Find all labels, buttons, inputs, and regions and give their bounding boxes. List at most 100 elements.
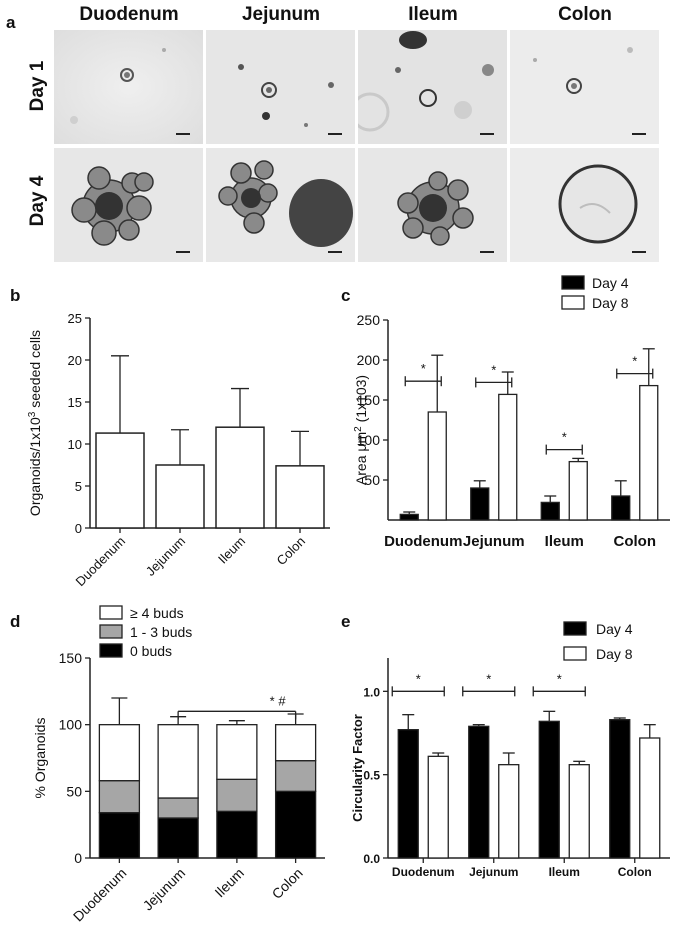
e-bar-jejunum-1 <box>498 764 520 859</box>
c-x-tick-label: Ileum <box>545 533 584 550</box>
column-header-colon: Colon <box>558 4 612 25</box>
panel-a-letter: a <box>6 13 16 32</box>
c-legend-label-1: Day 8 <box>592 295 629 311</box>
b-y-tick-label: 25 <box>68 311 82 326</box>
b-bar-colon <box>275 465 325 529</box>
c-significance-jejunum-label: * <box>491 362 496 377</box>
c-bar-ileum-day-4 <box>540 501 560 521</box>
d-annotation: * # <box>270 693 287 708</box>
e-significance-duodenum-label: * <box>416 671 421 686</box>
d-bar-jejunum-segment-2 <box>157 724 199 799</box>
e-significance-jejunum-label: * <box>486 671 491 686</box>
c-legend-swatch-1 <box>561 295 585 310</box>
d-bar-jejunum-segment-0 <box>157 817 199 859</box>
d-y-axis-label: % Organoids <box>32 718 48 799</box>
e-bar-ileum-0 <box>538 720 560 859</box>
chart-b: 0 5 10 15 20 25 Duodenum Jejunum Ileum Colon Organ… <box>27 311 330 590</box>
e-x-tick-label: Duodenum <box>392 865 455 879</box>
e-bar-colon-1 <box>639 737 661 859</box>
chart-d: 0 50 100 150 Duodenum Jejunum Ileum Colon % Orga… <box>32 605 325 925</box>
e-x-tick-label: Colon <box>618 865 652 879</box>
d-bar-jejunum-segment-1 <box>157 797 199 819</box>
column-header-ileum: Ileum <box>408 4 458 25</box>
e-bar-duodenum-1 <box>427 755 449 859</box>
d-y-tick-label: 50 <box>66 783 82 799</box>
micrograph-jejunum-day1 <box>206 30 355 144</box>
panel-c-letter: c <box>341 286 351 305</box>
d-bar-colon-segment-1 <box>274 760 317 792</box>
c-y-axis-label: Area μm2 (1x103) <box>353 375 370 485</box>
e-x-tick-label: Jejunum <box>469 865 518 879</box>
c-bar-jejunum-day-4 <box>470 487 490 521</box>
d-bar-duodenum-segment-0 <box>98 812 141 859</box>
d-bar-ileum-segment-0 <box>216 810 258 859</box>
c-significance-colon-label: * <box>632 354 637 369</box>
c-bar-ileum-day-8 <box>568 460 588 521</box>
d-legend-label-0: ≥ 4 buds <box>130 605 184 621</box>
e-y-tick-label: 0.5 <box>363 769 380 783</box>
column-header-jejunum: Jejunum <box>241 4 321 25</box>
d-bar-duodenum-segment-1 <box>98 780 141 814</box>
d-bar-ileum-segment-2 <box>216 724 258 780</box>
panel-e-letter: e <box>341 612 351 631</box>
micrograph-duodenum-day4 <box>54 148 203 262</box>
micrograph-duodenum-day1 <box>54 30 203 144</box>
e-bar-colon-0 <box>609 719 631 859</box>
c-y-tick-label: 250 <box>357 312 381 328</box>
d-bar-colon-segment-0 <box>274 790 317 859</box>
d-y-tick-label: 0 <box>74 850 82 866</box>
chart-c: 50 100 150 200 250 * Duodenum * Jejunum * Ileum * Co… <box>353 275 670 550</box>
d-legend-swatch-0 <box>99 605 123 620</box>
b-y-tick-label: 0 <box>75 521 82 536</box>
d-bar-ileum-segment-1 <box>216 778 258 812</box>
d-x-tick-label: Duodenum <box>70 865 130 925</box>
b-x-tick-label: Duodenum <box>73 534 129 590</box>
row-header-day-4: Day 4 <box>27 175 48 227</box>
d-legend-swatch-2 <box>99 643 123 658</box>
d-y-tick-label: 100 <box>59 717 83 733</box>
c-significance-duodenum-label: * <box>421 361 426 376</box>
c-bar-duodenum-day-8 <box>427 411 447 521</box>
c-significance-ileum-label: * <box>562 430 567 445</box>
c-bar-jejunum-day-8 <box>498 393 518 521</box>
c-x-tick-label: Colon <box>614 533 657 550</box>
e-legend-label-0: Day 4 <box>596 621 633 637</box>
panel-d-letter: d <box>10 612 21 631</box>
b-bar-jejunum <box>155 464 205 529</box>
b-y-tick-label: 20 <box>68 353 82 368</box>
d-bar-colon-segment-2 <box>274 724 317 762</box>
c-legend-swatch-0 <box>561 275 585 290</box>
b-y-tick-label: 5 <box>75 479 82 494</box>
b-x-tick-label: Colon <box>273 534 308 569</box>
e-y-axis-label: Circularity Factor <box>350 714 365 822</box>
b-bar-ileum <box>215 426 265 529</box>
d-x-tick-label: Ileum <box>211 865 247 901</box>
e-significance-ileum-label: * <box>557 671 562 686</box>
e-legend-label-1: Day 8 <box>596 646 633 662</box>
d-x-tick-label: Jejunum <box>140 865 189 914</box>
micrograph-ileum-day4 <box>358 148 507 262</box>
c-y-tick-label: 150 <box>357 392 381 408</box>
b-y-tick-label: 10 <box>68 437 82 452</box>
b-bar-duodenum <box>95 432 145 529</box>
micrograph-jejunum-day4 <box>206 148 355 262</box>
micrograph-ileum-day1 <box>358 30 507 144</box>
micrograph-colon-day4 <box>510 148 659 262</box>
b-x-tick-label: Jejunum <box>143 534 188 579</box>
e-bar-duodenum-0 <box>397 729 419 859</box>
c-legend-label-0: Day 4 <box>592 275 629 291</box>
c-x-tick-label: Jejunum <box>463 533 525 550</box>
d-legend-label-2: 0 buds <box>130 643 172 659</box>
c-bar-duodenum-day-4 <box>399 513 419 521</box>
b-y-axis-label: Organoids/1x103 seeded cells <box>27 330 44 516</box>
d-legend-swatch-1 <box>99 624 123 639</box>
column-header-duodenum: Duodenum <box>79 4 179 25</box>
e-x-tick-label: Ileum <box>549 865 580 879</box>
e-y-tick-label: 0.0 <box>363 852 380 866</box>
c-bar-colon-day-4 <box>611 495 631 521</box>
micrograph-colon-day1 <box>510 30 659 144</box>
c-y-tick-label: 100 <box>357 432 381 448</box>
c-y-tick-label: 200 <box>357 352 381 368</box>
e-legend-swatch-0 <box>563 621 587 636</box>
c-bar-colon-day-8 <box>639 384 659 521</box>
